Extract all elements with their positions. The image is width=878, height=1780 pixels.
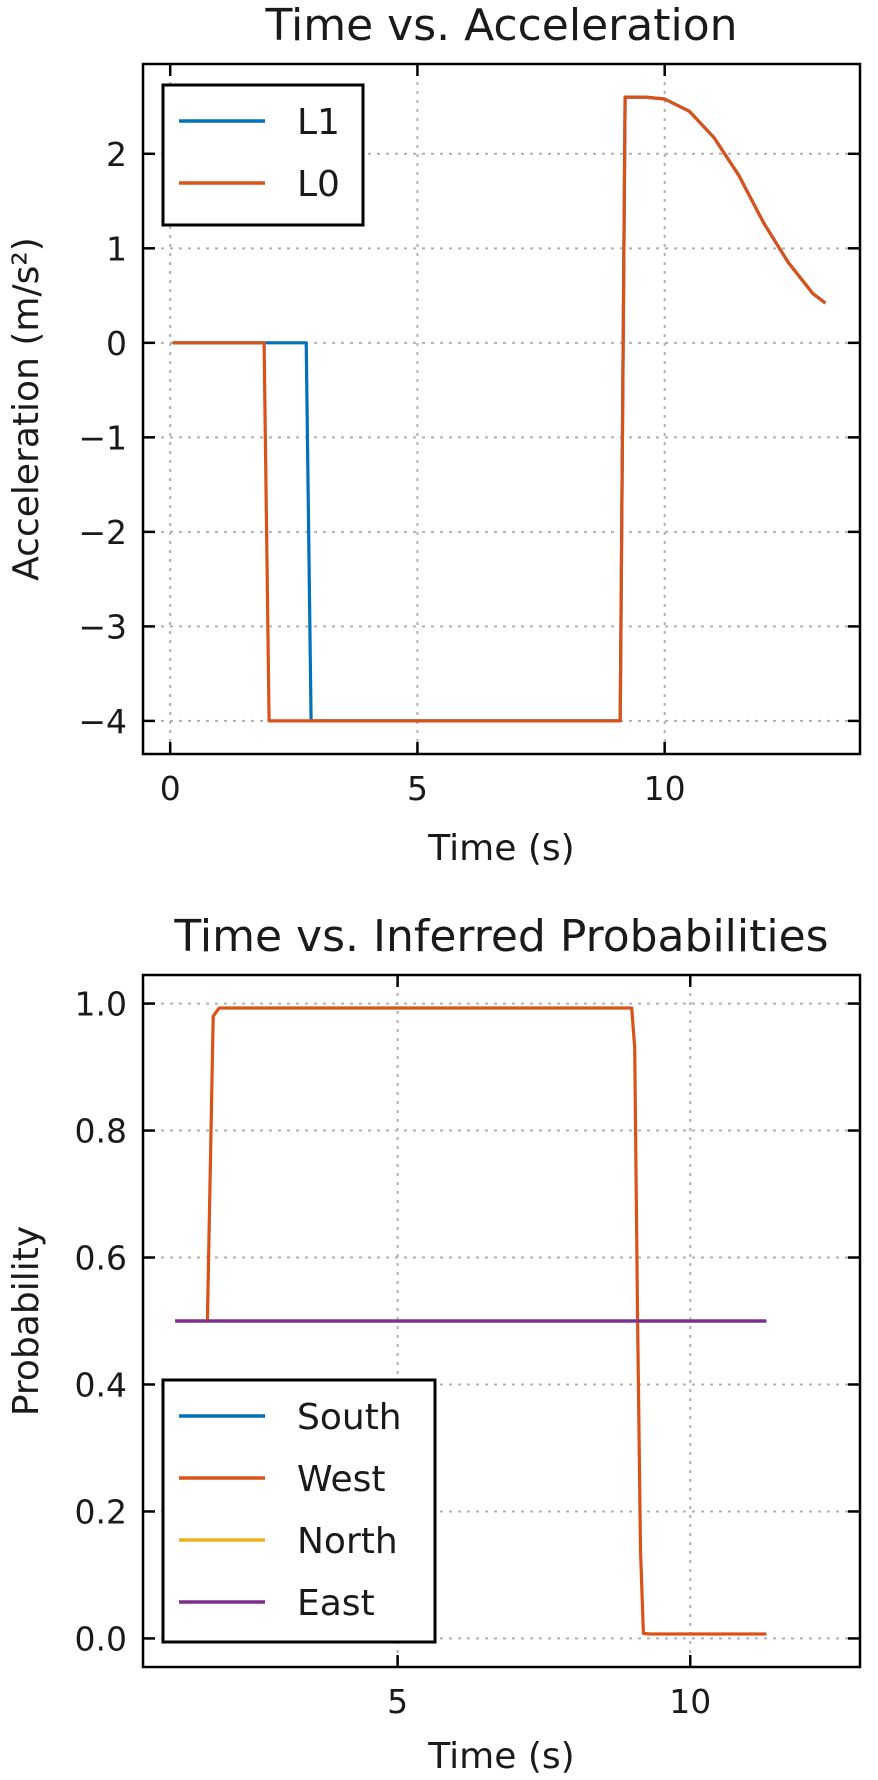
- y-tick-label: 0.6: [75, 1239, 127, 1278]
- y-tick-label: 0.8: [75, 1112, 127, 1151]
- y-tick-label: 0.4: [75, 1365, 127, 1404]
- y-tick-label: 1: [106, 229, 127, 268]
- series-line-l0: [172, 95, 827, 723]
- y-tick-label: 1.0: [75, 985, 127, 1024]
- x-tick-label: 5: [387, 1682, 408, 1721]
- y-tick-label: 0: [106, 324, 127, 363]
- x-axis-label: Time (s): [427, 828, 574, 869]
- y-axis-label: Acceleration (m/s²): [6, 237, 47, 581]
- series-line-west: [175, 1006, 767, 1636]
- y-tick-label: −2: [78, 513, 127, 552]
- x-tick-label: 0: [160, 769, 181, 808]
- plot-frame: [141, 973, 862, 1669]
- legend-box: [161, 83, 365, 227]
- legend-label: L1: [297, 102, 340, 143]
- y-tick-label: 0.2: [75, 1492, 127, 1531]
- x-axis-label: Time (s): [427, 1736, 574, 1777]
- legend: South West North East: [161, 1378, 437, 1644]
- plot-frame: [141, 62, 862, 756]
- y-tick-label: 2: [106, 135, 127, 174]
- y-tick-label: −1: [78, 418, 127, 457]
- y-tick-label: −4: [78, 702, 127, 741]
- y-axis-label: Probability: [6, 1226, 47, 1416]
- x-tick-label: 10: [644, 769, 686, 808]
- acceleration-chart: Time vs. Acceleration 0 5 10 −4 −3 −2 −1 0 1 2 Time…: [6, 0, 862, 869]
- legend-label: West: [297, 1459, 386, 1500]
- y-tick-label: −3: [78, 607, 127, 646]
- chart-title: Time vs. Acceleration: [264, 0, 737, 51]
- legend-label: North: [297, 1521, 398, 1562]
- legend-box: [161, 1378, 437, 1644]
- chart-title: Time vs. Inferred Probabilities: [173, 911, 828, 962]
- probabilities-chart: Time vs. Inferred Probabilities 5 10 0.0 0.2…: [6, 911, 862, 1777]
- legend-label: L0: [297, 164, 340, 205]
- x-tick-label: 5: [407, 769, 428, 808]
- y-tick-label: 0.0: [75, 1619, 127, 1658]
- legend: L1 L0: [161, 83, 365, 227]
- legend-label: East: [297, 1583, 375, 1624]
- legend-label: South: [297, 1397, 402, 1438]
- x-tick-label: 10: [669, 1682, 711, 1721]
